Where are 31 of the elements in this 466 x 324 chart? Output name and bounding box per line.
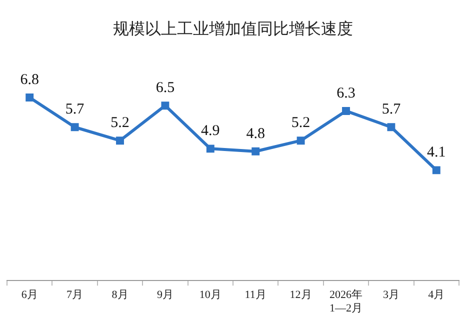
x-tick-label: 2026年 1—2月 — [330, 289, 362, 314]
data-label: 5.7 — [65, 102, 85, 118]
point — [116, 136, 124, 145]
data-label: 5.7 — [382, 102, 402, 118]
data-label: 5.2 — [291, 115, 310, 132]
data-label: 4.9 — [201, 123, 220, 140]
x-tick-label: 6月 — [21, 289, 38, 302]
data-label: 6.3 — [336, 85, 356, 102]
point — [342, 107, 350, 115]
x-tick-label: 11月 — [244, 289, 266, 302]
x-tick-label: 3月 — [382, 289, 400, 302]
x-tick-label: 8月 — [112, 289, 128, 302]
point — [26, 94, 34, 102]
point — [161, 102, 170, 110]
x-tick-label: 7月 — [66, 289, 84, 302]
point — [387, 123, 396, 132]
data-label: 4.1 — [427, 144, 446, 161]
x-tick-label: 4月 — [428, 289, 445, 302]
data-label: 5.2 — [110, 115, 130, 132]
point — [296, 136, 305, 145]
data-label: 4.8 — [246, 126, 265, 142]
point — [206, 144, 214, 153]
point — [252, 147, 260, 156]
point — [70, 123, 79, 132]
data-label: 6.8 — [20, 72, 39, 88]
x-tick-label: 10月 — [199, 289, 222, 302]
data-label: 6.5 — [156, 80, 175, 96]
x-tick-label: 12月 — [290, 289, 312, 302]
chart-title: 规模以上工业增加值同比增长速度 — [113, 18, 353, 38]
point — [432, 166, 440, 174]
x-tick-label: 9月 — [156, 289, 174, 302]
